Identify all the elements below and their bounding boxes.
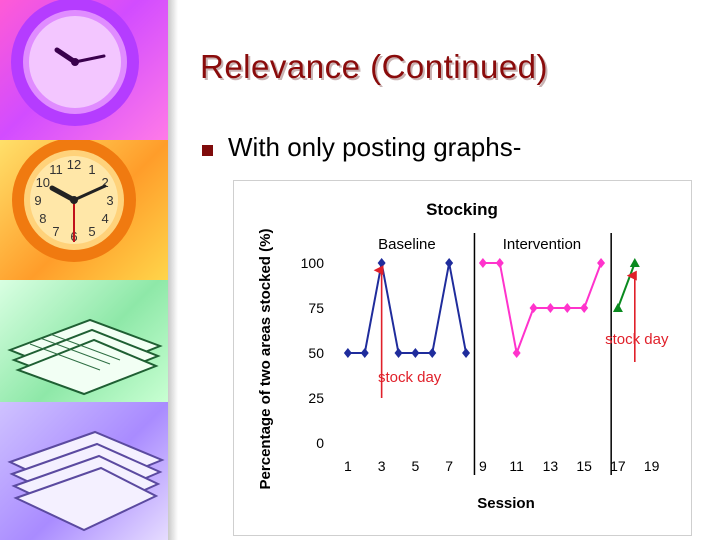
- data-point: [512, 348, 521, 358]
- chart-title: Stocking: [426, 200, 498, 219]
- data-point: [612, 303, 623, 312]
- series-line: [347, 262, 468, 354]
- y-tick-label: 50: [308, 345, 324, 361]
- clock-numeral: 7: [52, 224, 59, 239]
- clock-numeral: 10: [36, 175, 50, 190]
- clock-numeral: 2: [102, 175, 109, 190]
- clock-numeral: 3: [106, 193, 113, 208]
- clock-numeral: 11: [49, 162, 63, 177]
- stocking-chart: Stocking Percentage of two areas stocked…: [233, 180, 692, 536]
- purple-clock-icon: [11, 0, 139, 126]
- phase-label: Intervention: [503, 236, 581, 253]
- orange-clock-icon: 121234567891011: [12, 138, 136, 262]
- x-tick-label: 15: [576, 458, 592, 474]
- data-point: [563, 303, 572, 313]
- x-tick-label: 11: [509, 458, 524, 474]
- phase-label: Baseline: [378, 236, 436, 253]
- clock-numeral: 1: [88, 162, 95, 177]
- x-tick-label: 13: [543, 458, 559, 474]
- data-point: [629, 258, 640, 267]
- y-tick-label: 0: [316, 435, 324, 451]
- data-point: [445, 258, 454, 268]
- green-books-panel: [0, 280, 168, 402]
- data-point: [597, 258, 606, 268]
- y-tick-label: 75: [308, 300, 324, 316]
- bullet-square-icon: [202, 145, 213, 156]
- x-tick-label: 19: [644, 458, 660, 474]
- purple-clock-panel: [0, 0, 168, 140]
- data-point: [428, 348, 437, 358]
- papers-icon: [7, 430, 165, 532]
- data-point: [462, 348, 471, 358]
- stock-day-label: stock day: [378, 369, 442, 386]
- books-icon: [7, 318, 163, 396]
- decorative-sidebar: 121234567891011: [0, 0, 168, 540]
- data-point: [546, 303, 555, 313]
- y-tick-label: 25: [308, 390, 324, 406]
- series-line: [616, 262, 636, 309]
- clock-numeral: 12: [67, 157, 81, 172]
- bullet-text: With only posting graphs-: [228, 132, 522, 162]
- x-tick-label: 7: [445, 458, 453, 474]
- data-point: [343, 348, 352, 358]
- clock-numeral: 9: [34, 193, 41, 208]
- data-point: [478, 258, 487, 268]
- data-point: [360, 348, 369, 358]
- data-point: [394, 348, 403, 358]
- data-point: [580, 303, 589, 313]
- x-tick-label: 9: [479, 458, 487, 474]
- x-tick-label: 5: [411, 458, 419, 474]
- orange-clock-panel: 121234567891011: [0, 138, 168, 280]
- slide-title: Relevance (Continued): [200, 48, 549, 85]
- sidebar-shadow: [168, 0, 178, 540]
- y-axis-label: Percentage of two areas stocked (%): [257, 229, 274, 490]
- chart-canvas: Stocking Percentage of two areas stocked…: [257, 200, 669, 512]
- stock-day-label: stock day: [605, 331, 669, 348]
- lavender-papers-panel: [0, 402, 168, 540]
- clock-numeral: 5: [88, 224, 95, 239]
- x-axis-label: Session: [477, 495, 535, 512]
- x-tick-label: 17: [610, 458, 626, 474]
- x-tick-label: 1: [344, 458, 352, 474]
- y-tick-label: 100: [301, 255, 325, 271]
- data-point: [411, 348, 420, 358]
- data-point: [495, 258, 504, 268]
- clock-numeral: 8: [39, 211, 46, 226]
- clock-numeral: 4: [102, 211, 109, 226]
- data-point: [529, 303, 538, 313]
- data-point: [377, 258, 386, 268]
- x-tick-label: 3: [378, 458, 386, 474]
